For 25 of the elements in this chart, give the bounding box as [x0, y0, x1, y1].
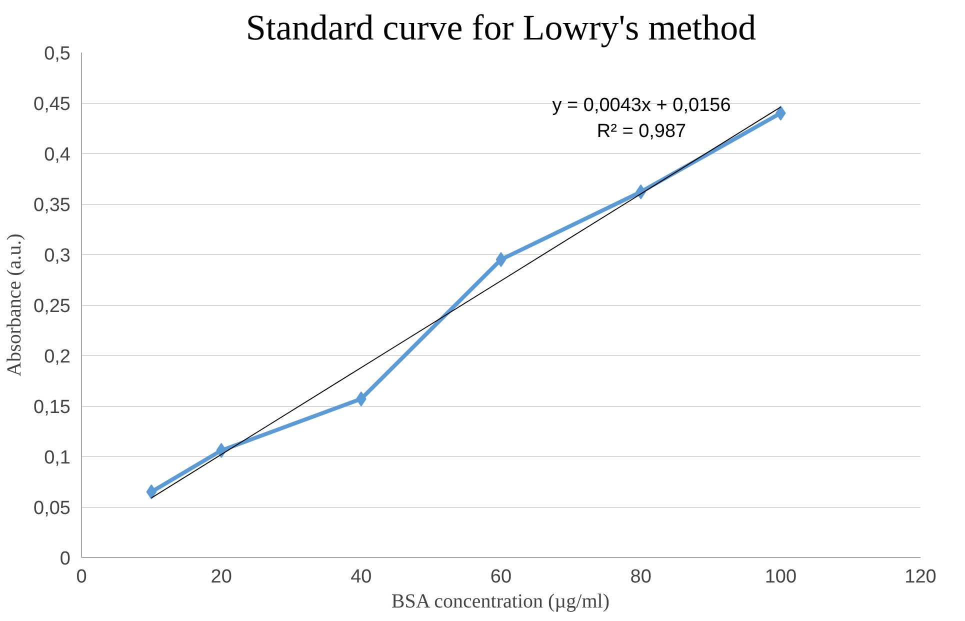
y-tick-label: 0,3 — [44, 246, 71, 266]
y-tick-label: 0,2 — [44, 346, 71, 368]
annotation: y = 0,0043x + 0,0156 — [552, 95, 731, 116]
point — [496, 252, 506, 268]
y-tick-label: 0,35 — [34, 195, 71, 216]
chart-title: Standard curve for Lowry's method — [246, 8, 756, 48]
point — [146, 484, 157, 500]
y-tick-label: 0,25 — [34, 296, 71, 317]
x-tick-label: 0 — [76, 566, 87, 588]
x-axis-title: BSA concentration (µg/ml) — [391, 590, 610, 612]
y-tick-label: 0,5 — [44, 44, 71, 64]
y-tick-label: 0 — [60, 548, 71, 570]
y-tick-label: 0,45 — [34, 94, 71, 115]
x-tick-label: 120 — [904, 566, 936, 588]
y-tick-label: 0,4 — [44, 144, 71, 166]
x-tick-label: 20 — [210, 566, 232, 588]
x-tick-label: 100 — [764, 566, 797, 588]
annotation: R² = 0,987 — [596, 121, 686, 142]
x-tick-label: 40 — [350, 566, 372, 588]
y-axis-title: Absorbance (a.u.) — [4, 234, 26, 376]
x-tick-label: 60 — [490, 566, 512, 588]
x-tick-label: 80 — [630, 566, 652, 588]
y-tick-label: 0,05 — [34, 498, 71, 519]
y-tick-label: 0,15 — [34, 397, 71, 418]
y-tick-label: 0,1 — [44, 448, 71, 468]
